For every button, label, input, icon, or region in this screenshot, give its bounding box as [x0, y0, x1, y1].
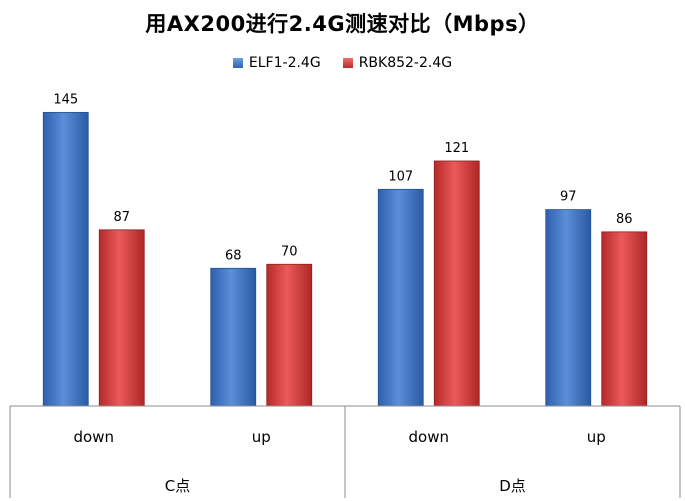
bar-rbk852-2.4g-3 — [601, 231, 648, 407]
bar-rbk852-2.4g-2 — [433, 160, 480, 407]
data-label: 97 — [560, 190, 577, 205]
bar-elf1-2.4g-0 — [42, 111, 89, 407]
group-label: C点 — [165, 477, 190, 495]
bar-elf1-2.4g-1 — [210, 267, 257, 407]
group-label: D点 — [499, 477, 526, 495]
bar-rbk852-2.4g-0 — [98, 229, 145, 407]
legend-swatch-rbk852 — [342, 58, 353, 68]
bar-elf1-2.4g-3 — [545, 209, 592, 407]
data-label: 68 — [225, 248, 242, 263]
data-label: 86 — [616, 212, 633, 227]
data-label: 70 — [281, 244, 298, 259]
category-label: up — [587, 428, 606, 446]
legend: ELF1-2.4G RBK852-2.4G — [0, 53, 685, 73]
bar-elf1-2.4g-2 — [377, 188, 424, 407]
legend-item-rbk852: RBK852-2.4G — [342, 55, 453, 71]
category-label: up — [252, 428, 271, 446]
data-label: 145 — [53, 92, 78, 107]
legend-label-rbk852: RBK852-2.4G — [358, 55, 453, 71]
chart-title: 用AX200进行2.4G测速对比（Mbps） — [145, 12, 540, 36]
legend-item-elf1: ELF1-2.4G — [232, 55, 321, 71]
data-label: 121 — [444, 141, 469, 156]
data-label: 87 — [113, 210, 130, 225]
data-label: 107 — [388, 169, 413, 184]
category-label: down — [409, 428, 449, 446]
bar-rbk852-2.4g-1 — [266, 263, 313, 407]
legend-label-elf1: ELF1-2.4G — [248, 55, 321, 71]
category-label: down — [74, 428, 114, 446]
legend-swatch-elf1 — [232, 58, 243, 68]
